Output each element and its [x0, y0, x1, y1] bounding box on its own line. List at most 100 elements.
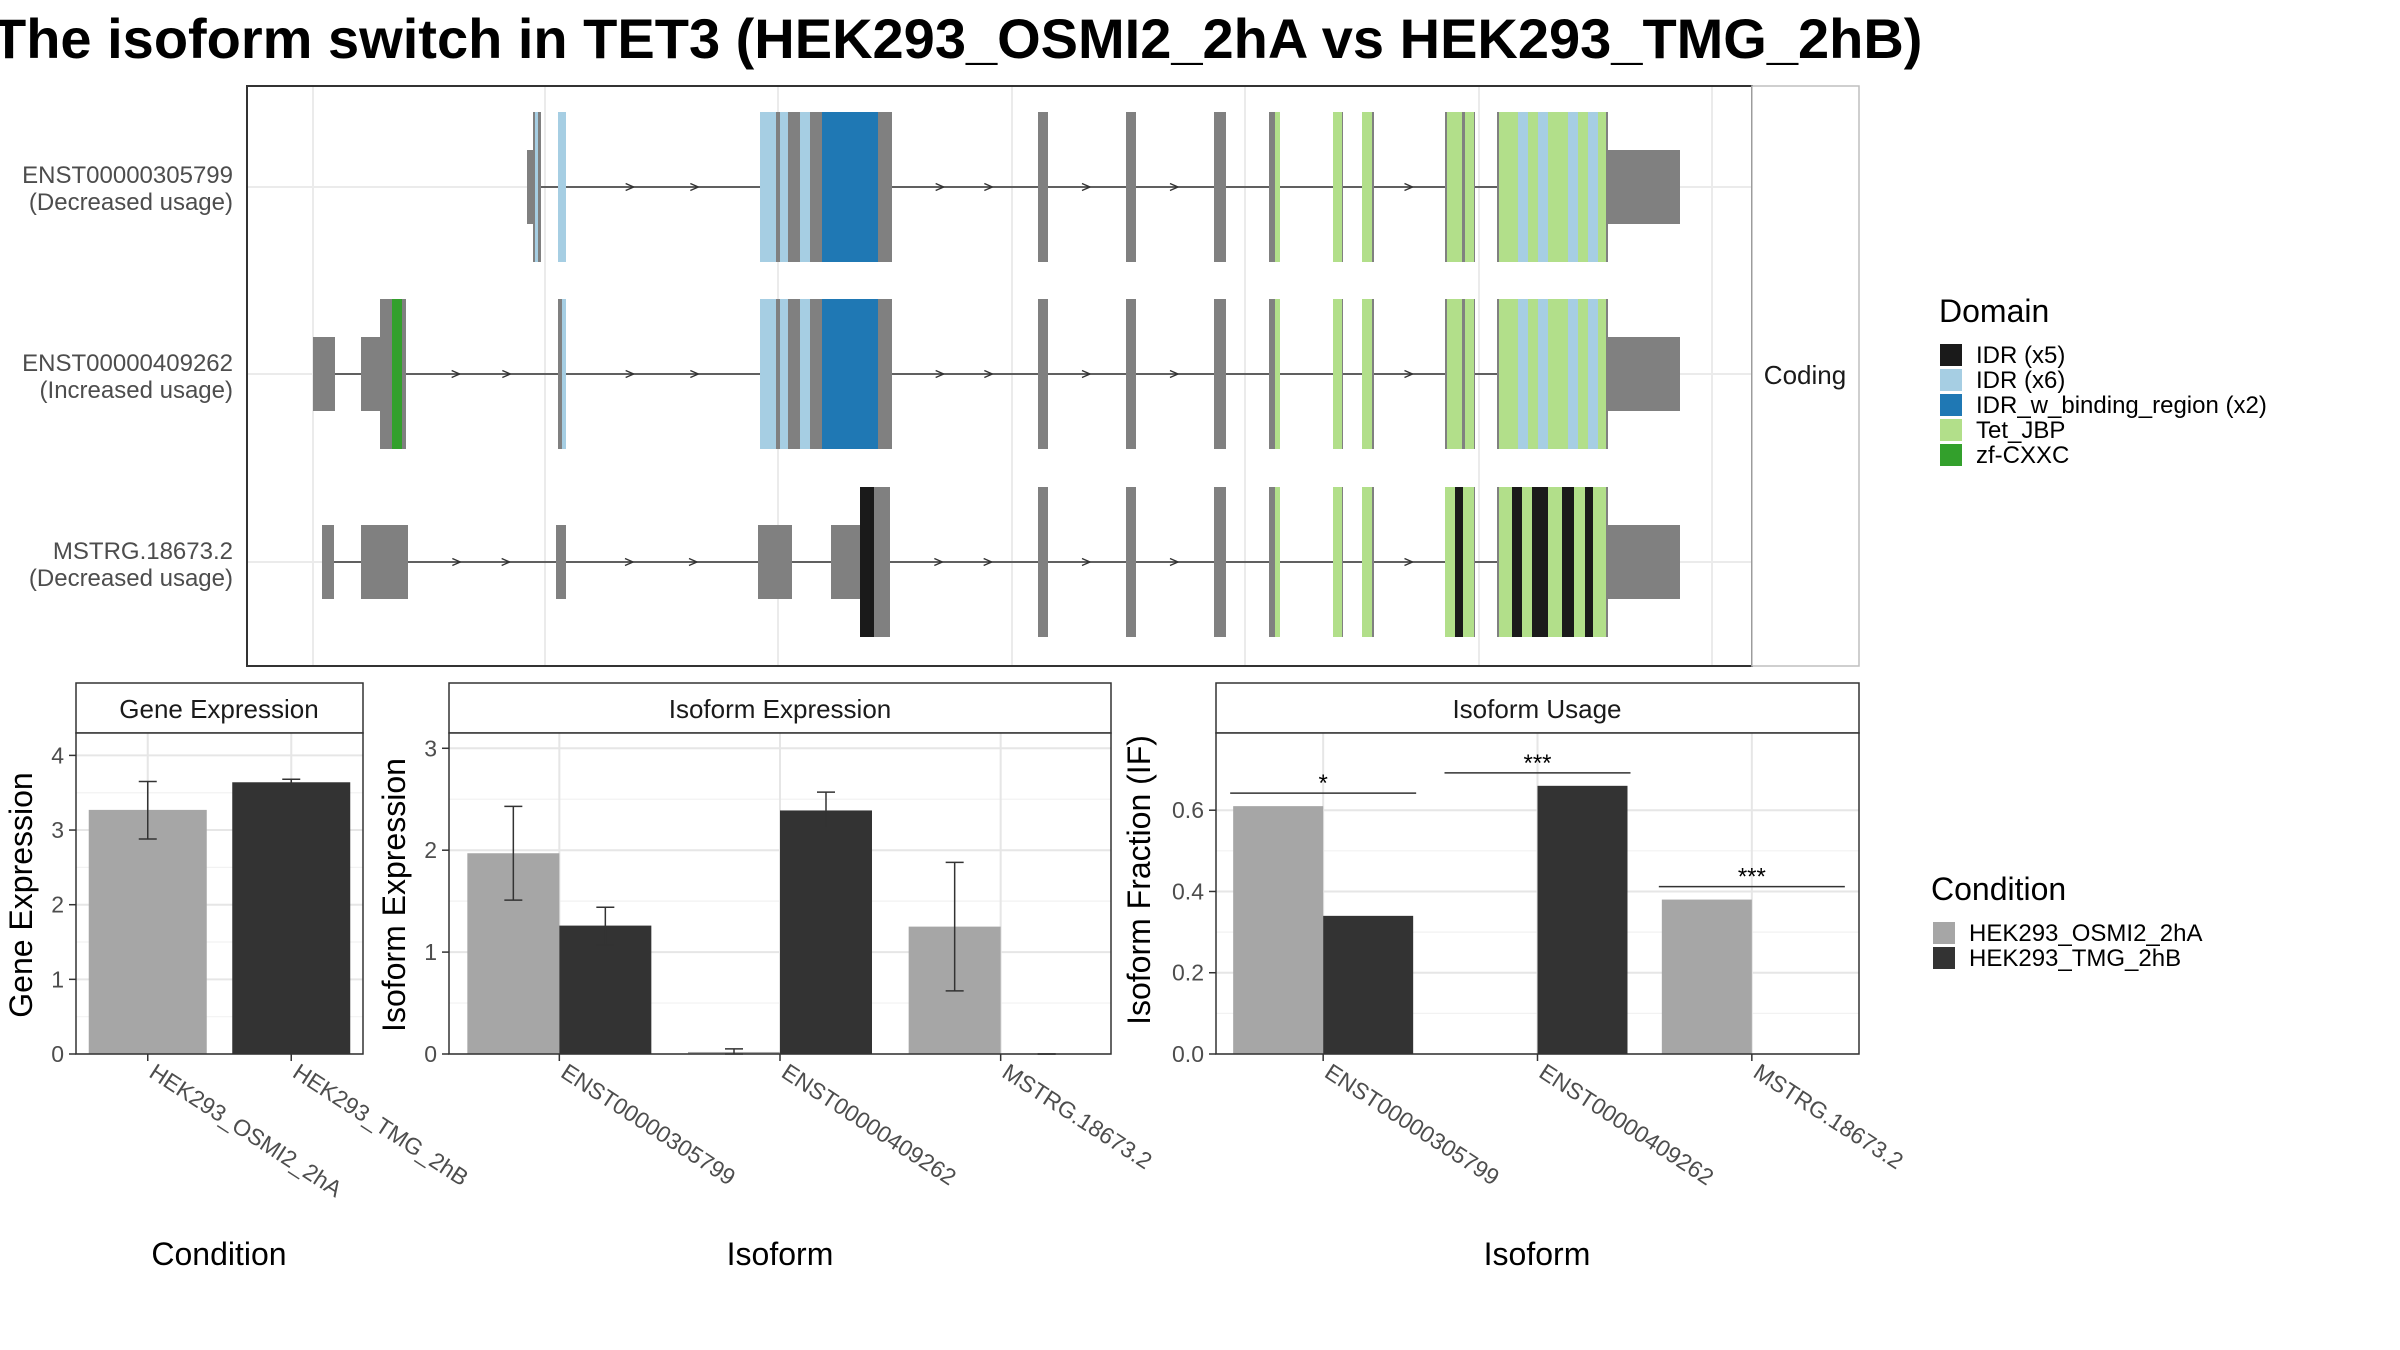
x-tick-label-2-1: ENST00000409262: [1535, 1058, 1719, 1190]
gene-expression-y-axis-title: Gene Expression: [3, 772, 39, 1017]
domain-block-2-13: [1528, 299, 1538, 449]
condition-legend-title: Condition: [1931, 871, 2066, 907]
isoform-usage-x-axis-title: Isoform: [1484, 1236, 1591, 1272]
utr-exon-1-0: [527, 150, 537, 224]
y-tick-label-2-2: 0.4: [1172, 878, 1204, 904]
domain-block-2-6: [1275, 299, 1280, 449]
x-tick-label-2-2: MSTRG.18673.2: [1749, 1058, 1908, 1174]
gene-expression-strip: [75, 682, 364, 734]
intron-arrow-3-3: [688, 557, 699, 567]
x-tick-label-2-0: ENST00000305799: [1320, 1058, 1504, 1190]
isoform-usage-strip: [1215, 682, 1860, 734]
domain-legend-swatch-tet-jbp: [1940, 419, 1962, 441]
domain-block-1-4: [800, 112, 810, 262]
intron-arrow-2-0: [451, 369, 462, 379]
intron-arrow-3-5: [983, 557, 994, 567]
coding-exon-2-8: [1269, 299, 1280, 449]
intron-arrow-2-2: [625, 369, 636, 379]
domain-block-3-0: [860, 487, 874, 637]
bar-2-0-1: [1323, 915, 1414, 1054]
intron-arrow-2-8: [1404, 369, 1415, 379]
domain-block-1-5: [822, 112, 878, 262]
y-tick-label-0-0: 0: [51, 1041, 64, 1067]
transcript-structure-panel: Coding ENST00000305799 (Decreased usage)…: [22, 85, 1860, 667]
bar-2-2-0: [1661, 899, 1752, 1054]
utr-exon-2-13: [1605, 337, 1680, 411]
structure-tracks: [313, 112, 1680, 637]
utr-exon-3-3: [758, 525, 792, 599]
y-tick-label-2-3: 0.6: [1172, 797, 1204, 823]
coding-exon-1-6: [1214, 112, 1226, 262]
intron-arrow-1-6: [1404, 182, 1415, 192]
domain-block-1-11: [1499, 112, 1518, 262]
domain-block-1-18: [1588, 112, 1598, 262]
utr-exon-3-4: [831, 525, 862, 599]
y-tick-label-0-2: 2: [51, 892, 64, 918]
domain-block-2-5: [822, 299, 878, 449]
domain-legend-label-idr-binding: IDR_w_binding_region (x2): [1976, 392, 2267, 419]
coding-exon-1-7: [1269, 112, 1280, 262]
domain-block-3-8: [1512, 487, 1522, 637]
intron-arrow-1-4: [1081, 182, 1092, 192]
domain-block-3-6: [1463, 487, 1474, 637]
domain-block-2-16: [1568, 299, 1578, 449]
coding-exon-3-6: [1038, 487, 1048, 637]
domain-block-2-3: [780, 299, 788, 449]
x-tick-label-1-2: MSTRG.18673.2: [998, 1058, 1157, 1174]
gene-expression-strip-title: Gene Expression: [119, 694, 318, 724]
condition-legend-label-osmi2: HEK293_OSMI2_2hA: [1969, 920, 2202, 947]
domain-legend: Domain IDR (x5) IDR (x6) IDR_w_binding_r…: [1939, 293, 2267, 469]
domain-block-3-12: [1562, 487, 1574, 637]
domain-block-2-15: [1548, 299, 1568, 449]
utr-exon-3-14: [1605, 525, 1680, 599]
domain-block-2-8: [1362, 299, 1372, 449]
x-tick-label-1-1: ENST00000409262: [777, 1058, 961, 1190]
domain-block-1-3: [780, 112, 788, 262]
transcript-label-3-usage: (Decreased usage): [29, 565, 233, 592]
condition-legend: Condition HEK293_OSMI2_2hA HEK293_TMG_2h…: [1931, 871, 2202, 972]
bar-0-1: [232, 782, 351, 1054]
intron-arrow-2-4: [935, 369, 946, 379]
domain-block-1-10: [1465, 112, 1474, 262]
isoform-expression-x-axis-title: Isoform: [727, 1236, 834, 1272]
intron-arrow-1-2: [935, 182, 946, 192]
domain-block-2-0: [392, 299, 402, 449]
domain-legend-label-idr5: IDR (x5): [1976, 342, 2065, 369]
structure-facet-label: Coding: [1764, 360, 1846, 390]
domain-block-3-2: [1333, 487, 1342, 637]
coding-exon-1-4: [1038, 112, 1048, 262]
intron-arrow-1-0: [625, 182, 636, 192]
significance-label-0: *: [1318, 770, 1327, 797]
domain-block-2-4: [800, 299, 810, 449]
significance-label-2: ***: [1738, 864, 1766, 891]
intron-arrow-3-2: [624, 557, 635, 567]
significance-label-1: ***: [1523, 750, 1551, 777]
domain-legend-swatch-zf-cxxc: [1940, 444, 1962, 466]
transcript-label-2-usage: (Increased usage): [40, 377, 233, 404]
domain-block-1-6: [1275, 112, 1280, 262]
isoform-expression-y-axis-title: Isoform Expression: [376, 758, 412, 1032]
domain-block-3-9: [1522, 487, 1532, 637]
coding-exon-3-9: [1269, 487, 1280, 637]
y-tick-label-1-0: 0: [424, 1041, 437, 1067]
domain-block-1-9: [1447, 112, 1462, 262]
domain-legend-swatch-idr6: [1940, 369, 1962, 391]
domain-block-1-13: [1528, 112, 1538, 262]
domain-block-1-0: [535, 112, 538, 262]
transcript-label-3-id: MSTRG.18673.2: [53, 538, 233, 565]
isoform-expression-strip-title: Isoform Expression: [669, 694, 892, 724]
domain-block-3-11: [1548, 487, 1562, 637]
intron-arrow-1-5: [1169, 182, 1180, 192]
intron-arrow-3-1: [501, 557, 512, 567]
main-title: The isoform switch in TET3 (HEK293_OSMI2…: [0, 7, 1922, 70]
domain-legend-label-zf-cxxc: zf-CXXC: [1976, 442, 2069, 469]
domain-block-3-4: [1445, 487, 1455, 637]
domain-block-3-14: [1585, 487, 1593, 637]
domain-block-2-18: [1588, 299, 1598, 449]
transcript-label-2-id: ENST00000409262: [22, 350, 233, 377]
intron-arrow-2-1: [502, 369, 513, 379]
y-tick-label-1-2: 2: [424, 837, 437, 863]
intron-arrow-1-3: [984, 182, 995, 192]
coding-exon-3-7: [1126, 487, 1136, 637]
bar-2-0-0: [1233, 806, 1324, 1054]
